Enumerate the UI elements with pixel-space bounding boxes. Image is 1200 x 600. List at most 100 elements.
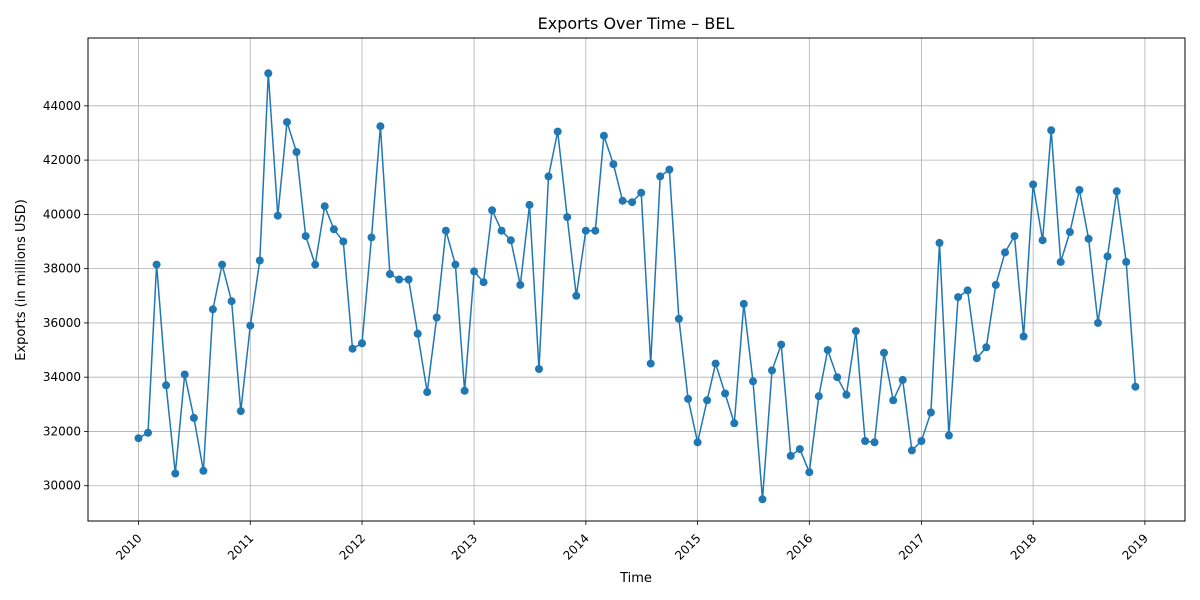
data-point bbox=[972, 354, 981, 363]
data-point bbox=[1047, 126, 1056, 135]
data-point bbox=[1103, 252, 1112, 261]
data-point bbox=[358, 339, 366, 348]
data-point bbox=[991, 280, 1000, 289]
data-point bbox=[264, 69, 273, 78]
data-point bbox=[711, 359, 720, 368]
data-point bbox=[283, 118, 291, 127]
data-point bbox=[1075, 186, 1084, 194]
data-point bbox=[162, 381, 171, 390]
series-line bbox=[138, 73, 1137, 500]
x-tick-labels: 2010 2011 2012 2013 2014 2015 2016 2017 2018 2019 bbox=[113, 531, 1151, 562]
data-point bbox=[189, 413, 198, 422]
data-point bbox=[1131, 382, 1140, 391]
data-point bbox=[367, 233, 376, 242]
data-point bbox=[404, 275, 413, 284]
data-point bbox=[563, 213, 572, 222]
data-point bbox=[581, 226, 590, 235]
data-point bbox=[1122, 257, 1131, 266]
x-tick-label: 2018 bbox=[1008, 531, 1039, 562]
x-axis-label: Time bbox=[619, 571, 652, 586]
data-point bbox=[1019, 332, 1028, 341]
data-point bbox=[758, 495, 767, 504]
data-point bbox=[842, 390, 851, 399]
data-point bbox=[935, 238, 944, 247]
data-point bbox=[152, 260, 161, 269]
data-point bbox=[208, 305, 217, 314]
data-point bbox=[544, 172, 553, 181]
data-point bbox=[777, 340, 786, 349]
x-tick-label: 2019 bbox=[1120, 531, 1151, 562]
y-tick-labels: 30000 32000 34000 36000 38000 40000 42000 44000 bbox=[43, 99, 81, 493]
data-point bbox=[599, 131, 608, 140]
x-tick-label: 2014 bbox=[560, 531, 591, 562]
data-point bbox=[618, 196, 627, 205]
data-point bbox=[609, 160, 618, 169]
data-point bbox=[311, 260, 320, 269]
data-point bbox=[236, 407, 245, 416]
data-point bbox=[348, 344, 357, 353]
data-point bbox=[907, 446, 916, 455]
data-point bbox=[488, 206, 497, 215]
data-point bbox=[385, 270, 394, 279]
data-point bbox=[423, 388, 432, 397]
data-point bbox=[628, 198, 637, 207]
chart-title: Exports Over Time – BEL bbox=[538, 14, 735, 33]
data-point bbox=[861, 437, 870, 445]
plot-area-frame bbox=[87, 37, 1186, 522]
data-point bbox=[320, 202, 329, 211]
data-point bbox=[273, 211, 282, 220]
y-tick-label: 34000 bbox=[43, 370, 81, 384]
data-point bbox=[786, 451, 795, 460]
data-point bbox=[255, 256, 264, 265]
y-tick-label: 44000 bbox=[43, 99, 81, 113]
data-point bbox=[1112, 187, 1121, 196]
data-point bbox=[814, 392, 823, 401]
data-point bbox=[171, 469, 180, 478]
data-point bbox=[1038, 236, 1047, 245]
data-point bbox=[1010, 232, 1019, 241]
data-point bbox=[1094, 318, 1102, 327]
x-tick-label: 2012 bbox=[337, 531, 368, 562]
series-exports bbox=[134, 69, 1140, 504]
data-point bbox=[870, 438, 879, 447]
data-point bbox=[656, 172, 665, 181]
data-point bbox=[665, 165, 674, 174]
data-point bbox=[227, 297, 236, 306]
data-point bbox=[805, 468, 814, 477]
data-point bbox=[944, 431, 953, 440]
data-point bbox=[1065, 228, 1074, 236]
data-point bbox=[460, 386, 469, 395]
data-point bbox=[246, 321, 255, 330]
data-point bbox=[917, 437, 926, 445]
data-point bbox=[329, 225, 338, 234]
data-point bbox=[525, 200, 534, 209]
data-point bbox=[339, 237, 348, 246]
data-point bbox=[739, 299, 748, 308]
y-tick-label: 38000 bbox=[43, 262, 81, 276]
data-point bbox=[516, 280, 525, 289]
data-point bbox=[889, 396, 898, 405]
data-point bbox=[926, 408, 935, 417]
data-point bbox=[395, 275, 404, 284]
x-tick-label: 2017 bbox=[896, 531, 927, 562]
data-point bbox=[301, 232, 310, 241]
data-point bbox=[703, 396, 712, 405]
x-tick-label: 2016 bbox=[784, 531, 815, 562]
y-tick-label: 32000 bbox=[43, 424, 81, 438]
x-tick-label: 2010 bbox=[113, 531, 144, 562]
data-point bbox=[479, 278, 488, 287]
data-point bbox=[674, 314, 683, 323]
data-point bbox=[749, 377, 757, 386]
data-point bbox=[823, 346, 832, 355]
grid-lines bbox=[84, 38, 1185, 525]
y-tick-label: 36000 bbox=[43, 316, 81, 330]
x-tick-label: 2013 bbox=[449, 531, 480, 562]
data-point bbox=[144, 428, 152, 437]
data-point bbox=[963, 286, 972, 295]
x-tick-label: 2015 bbox=[672, 531, 703, 562]
data-point bbox=[693, 438, 702, 447]
data-point bbox=[376, 122, 385, 131]
data-point bbox=[1029, 180, 1038, 189]
data-point bbox=[413, 329, 422, 338]
